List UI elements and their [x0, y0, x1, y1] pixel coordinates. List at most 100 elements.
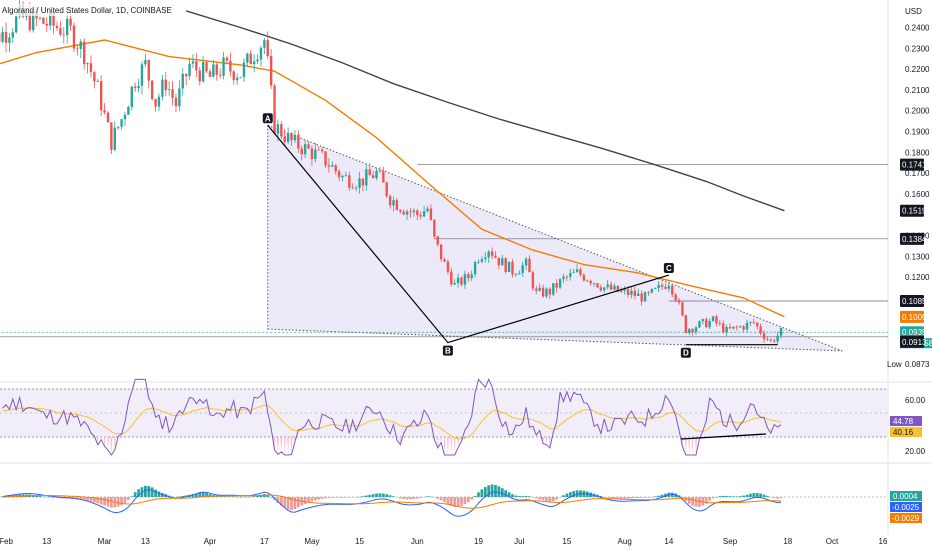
macd-hist-bar [144, 485, 147, 497]
price-tick: 0.2200 [905, 65, 930, 74]
candle-body [337, 171, 341, 178]
macd-hist-bar [772, 497, 776, 499]
date-axis: Feb 13 Mar 13 Apr 17 May 15 Jun 19 Jul 15 Aug 14 Sep 18… [0, 537, 888, 546]
macd-hist-bar [385, 494, 389, 497]
candle-body [701, 319, 705, 322]
candle-body [235, 77, 239, 81]
macd-hist-bar [521, 496, 525, 497]
candle-body [167, 89, 171, 91]
wedge-pattern[interactable] [267, 124, 843, 352]
candle-body [130, 86, 133, 108]
macd-hist-bar [242, 497, 246, 498]
candle-body [433, 219, 436, 237]
candle-body [484, 257, 487, 260]
macd-hist-bar [721, 495, 725, 497]
macd-hist-bar [228, 496, 232, 497]
candle-body [766, 339, 769, 340]
macd-hist-bar [745, 494, 749, 497]
candle-body [188, 63, 191, 77]
candle-body [688, 329, 691, 333]
price-badge-text: 0.0935 [902, 328, 927, 337]
macd-hist-bar [633, 497, 637, 499]
candle-body [606, 284, 609, 288]
candle-body [613, 285, 616, 290]
price-tick: 0.1200 [905, 273, 930, 282]
macd-hist-bar [426, 496, 429, 497]
macd-hist-bar [711, 497, 715, 499]
candle-body [358, 178, 361, 188]
candle-body [596, 283, 599, 288]
macd-hist-bar [470, 497, 474, 500]
macd-hist-bar [636, 497, 640, 499]
macd-hist-bar [334, 497, 338, 498]
macd-hist-bar [368, 494, 372, 497]
macd-hist-bar [725, 496, 728, 497]
candle-body [86, 63, 89, 65]
macd-hist-bar [606, 497, 610, 498]
candle-body [103, 110, 106, 113]
candle-body [620, 290, 623, 292]
macd-hist-bar [392, 496, 395, 497]
candle-body [603, 287, 606, 291]
macd-hist-bar [42, 496, 45, 498]
candle-body [1, 31, 4, 42]
macd-hist-bar [568, 492, 572, 497]
candle-body [246, 53, 249, 63]
candle-body [8, 37, 11, 43]
candle-body [555, 283, 558, 288]
macd-hist-bar [320, 497, 324, 499]
macd-hist-bar [116, 497, 120, 507]
macd-hist-bar [218, 496, 222, 497]
candle-body [545, 288, 548, 297]
macd-hist-bar [120, 497, 123, 506]
macd-hist-bar [728, 496, 732, 497]
candle-body [218, 74, 222, 76]
candle-body [184, 73, 188, 77]
macd-hist-bar [766, 495, 769, 497]
currency-label: USD [905, 7, 922, 16]
macd-hist-bar [453, 497, 457, 507]
macd-hist-bar [575, 490, 579, 497]
candle-body [242, 62, 246, 78]
candle-body [15, 16, 18, 33]
candle-body [708, 321, 711, 328]
candle-body [341, 176, 344, 178]
macd-hist-bar [456, 497, 460, 507]
macd-hist-bar [439, 497, 443, 501]
ma-slow-line [185, 10, 785, 212]
candle-body [507, 261, 511, 272]
macd-hist-bar [640, 497, 644, 498]
macd-hist-bar [375, 493, 378, 497]
candle-body [467, 274, 470, 279]
macd-hist-bar [449, 497, 453, 506]
candle-body [412, 210, 416, 213]
date-tick: Mar [98, 537, 112, 546]
candle-body [759, 326, 762, 334]
price-badge [900, 335, 924, 348]
macd-hist-bar [409, 497, 412, 500]
macd-hist-bar [749, 493, 752, 497]
macd-hist-bar [779, 497, 783, 499]
candle-body [691, 329, 694, 332]
macd-hist-bar [198, 492, 202, 497]
macd-hist-bar [364, 495, 368, 497]
macd-hist-bar [562, 495, 565, 497]
macd-hist-bar [35, 495, 38, 497]
candle-body [45, 23, 48, 26]
price-badge [900, 310, 924, 323]
candle-body [147, 59, 150, 81]
macd-hist-bar [381, 493, 385, 497]
candle-body [348, 175, 351, 188]
candle-body [779, 328, 783, 336]
candle-body [106, 112, 110, 123]
candle-body [558, 279, 562, 288]
macd-hist-bar [341, 497, 344, 498]
candle-body [137, 85, 140, 89]
macd-hist-bar [466, 497, 470, 503]
macd-signal-badge: -0.0029 [892, 514, 920, 523]
macd-hist-bar [528, 496, 531, 497]
abcd-pattern[interactable]: A B C D [262, 113, 778, 358]
macd-signal-line [2, 494, 782, 509]
macd-hist-bar [76, 497, 79, 500]
